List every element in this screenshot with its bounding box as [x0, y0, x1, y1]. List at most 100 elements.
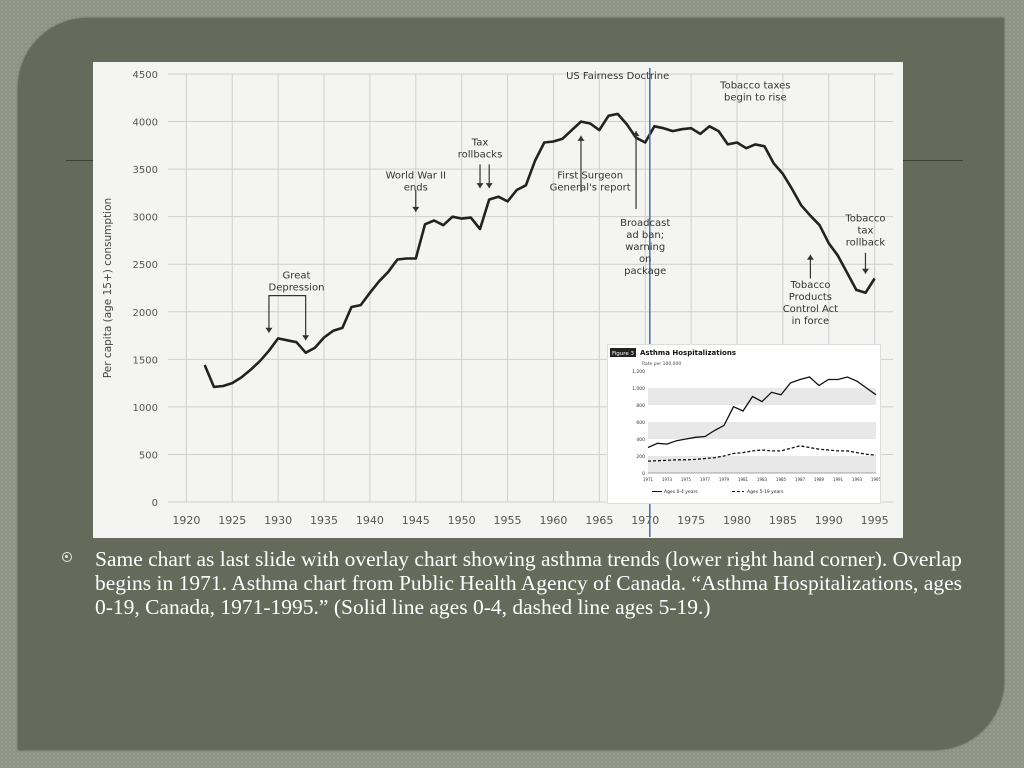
y-tick-label: 0: [152, 498, 158, 509]
x-tick-label: 1920: [172, 514, 200, 527]
annotation-line: US Fairness Doctrine: [566, 71, 669, 82]
inset-y-tick: 0: [642, 471, 645, 477]
arrow-head: [476, 183, 484, 189]
arrow-head: [265, 327, 273, 333]
x-tick-label: 1980: [723, 514, 751, 527]
inset-grid-band: [648, 422, 876, 439]
inset-grid-band: [648, 388, 876, 405]
inset-title: Asthma Hospitalizations: [640, 349, 736, 357]
arrow-head: [861, 268, 869, 274]
x-tick-label: 1925: [218, 514, 246, 527]
x-tick-label: 1990: [815, 514, 843, 527]
arrow-head: [806, 254, 814, 260]
inset-y-tick: 1,200: [632, 369, 645, 375]
x-tick-label: 1945: [402, 514, 430, 527]
arrow-head: [412, 206, 420, 212]
x-tick-label: 1960: [539, 514, 567, 527]
y-tick-label: 500: [139, 450, 158, 461]
inset-y-tick: 400: [636, 437, 645, 443]
x-tick-label: 1935: [310, 514, 338, 527]
legend-label: Ages 5-19 years: [747, 489, 784, 495]
y-tick-label: 2000: [133, 308, 158, 319]
annotation-line: Depression: [269, 282, 325, 293]
title-rule-right: [903, 160, 963, 161]
annotation-label: Tax rollbacks: [458, 137, 503, 160]
x-tick-label: 1995: [861, 514, 889, 527]
annotation-label: US Fairness Doctrine: [566, 71, 669, 82]
asthma-line-ages-0-4: [647, 376, 877, 449]
inset-y-tick: 200: [636, 454, 645, 460]
x-tick-label: 1940: [356, 514, 384, 527]
x-tick-label: 1985: [769, 514, 797, 527]
annotation-bracket: [268, 295, 307, 303]
inset-x-tick: 1995: [871, 477, 880, 482]
arrow-head: [632, 131, 640, 137]
arrow-head: [485, 183, 493, 189]
inset-x-tick: 1973: [662, 477, 673, 482]
inset-x-tick: 1985: [776, 477, 787, 482]
inset-x-tick: 1981: [738, 477, 749, 482]
y-tick-label: 1000: [133, 403, 158, 414]
legend-label: Ages 0-4 years: [664, 489, 698, 495]
annotation-line: package: [624, 266, 666, 277]
annotation-label: Broadcast ad ban; warning on package: [620, 218, 670, 277]
annotation-line: tax: [857, 225, 873, 236]
inset-y-tick: 1,000: [632, 386, 645, 392]
annotation-line: General's report: [550, 183, 631, 194]
x-tick-label: 1970: [631, 514, 659, 527]
inset-x-tick: 1979: [719, 477, 730, 482]
annotation-line: Tax: [471, 137, 489, 148]
x-tick-label: 1955: [494, 514, 522, 527]
asthma-inset-chart: Figure 3 Asthma Hospitalizations Rate per …: [607, 344, 882, 504]
y-tick-label: 4000: [133, 118, 158, 129]
annotation-label: Tobacco taxes begin to rise: [719, 80, 790, 103]
inset-grid-band: [648, 456, 876, 473]
annotation-line: ends: [404, 183, 428, 194]
annotation-line: on: [639, 254, 651, 265]
annotation-line: in force: [792, 316, 829, 327]
annotation-label: First Surgeon General's report: [550, 171, 631, 194]
arrow-head: [577, 135, 585, 141]
annotation-label: World War II ends: [386, 171, 446, 194]
annotation-line: ad ban;: [626, 230, 664, 241]
annotation-label: Tobacco Products Control Act in force: [783, 280, 838, 327]
consumption-line: [203, 112, 876, 389]
annotation-line: Products: [789, 292, 832, 303]
x-tick-label: 1975: [677, 514, 705, 527]
inset-x-tick: 1993: [852, 477, 863, 482]
inset-y-tick: 800: [636, 403, 645, 409]
y-tick-label: 4500: [133, 70, 158, 81]
slide-body-text: Same chart as last slide with overlay ch…: [95, 547, 962, 619]
inset-x-tick: 1975: [681, 477, 692, 482]
inset-y-label: Rate per 100,000: [642, 361, 681, 367]
annotation-label: Tobacco tax rollback: [844, 213, 885, 248]
inset-chart-svg: Figure 3 Asthma Hospitalizations Rate per …: [610, 348, 882, 495]
figure-label: Figure 3: [612, 351, 635, 357]
annotation-line: Tobacco: [789, 280, 830, 291]
annotation-line: World War II: [386, 171, 446, 182]
bullet-icon: [62, 552, 72, 562]
title-rule-left: [66, 160, 94, 161]
annotation-line: First Surgeon: [557, 171, 623, 182]
y-tick-label: 1500: [133, 355, 158, 366]
y-tick-label: 3500: [133, 165, 158, 176]
annotation-line: Tobacco taxes: [719, 80, 790, 91]
inset-x-tick: 1983: [757, 477, 768, 482]
y-tick-label: 3000: [133, 213, 158, 224]
tobacco-consumption-chart: 1920 1925 1930 1935 1940 1945 1950 1955 1960 1965…: [93, 62, 903, 538]
inset-x-tick: 1991: [833, 477, 844, 482]
inset-x-tick: 1987: [795, 477, 806, 482]
annotation-line: rollback: [846, 237, 886, 248]
inset-x-tick: 1971: [643, 477, 654, 482]
annotation-line: Control Act: [783, 304, 838, 315]
figure-label-box: [610, 348, 636, 357]
arrow-head: [302, 335, 310, 341]
asthma-line-ages-5-19: [647, 445, 877, 462]
annotation-line: warning: [625, 242, 665, 253]
inset-y-tick: 600: [636, 420, 645, 426]
annotation-line: rollbacks: [458, 149, 503, 160]
x-tick-label: 1965: [585, 514, 613, 527]
x-tick-label: 1950: [448, 514, 476, 527]
inset-x-tick: 1989: [814, 477, 825, 482]
annotation-line: Great: [283, 270, 311, 281]
